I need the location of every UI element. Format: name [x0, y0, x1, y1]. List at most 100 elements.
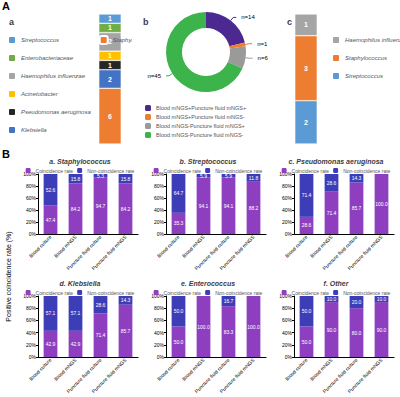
svg-text:0%: 0% [29, 231, 37, 237]
svg-text:Puncture fluid mNGS: Puncture fluid mNGS [218, 233, 256, 271]
svg-text:57.1: 57.1 [46, 310, 56, 316]
svg-text:10.0: 10.0 [327, 296, 337, 302]
svg-text:100.0: 100.0 [247, 324, 260, 330]
svg-text:15.8: 15.8 [121, 176, 131, 182]
svg-text:Blood culture: Blood culture [28, 234, 53, 259]
svg-text:15.8: 15.8 [71, 176, 81, 182]
svg-text:64.7: 64.7 [174, 190, 184, 196]
svg-text:Non-coincidence rate: Non-coincidence rate [87, 168, 134, 174]
svg-text:Coincidence rate: Coincidence rate [292, 168, 330, 174]
svg-text:Non-coincidence rate: Non-coincidence rate [215, 168, 262, 174]
svg-text:5.9: 5.9 [225, 173, 232, 179]
svg-text:Coincidence rate: Coincidence rate [292, 290, 330, 296]
svg-text:0%: 0% [157, 354, 165, 360]
svg-text:47.4: 47.4 [46, 217, 56, 223]
svg-text:Haemophilus influenzae: Haemophilus influenzae [21, 73, 86, 79]
svg-text:40%: 40% [154, 207, 165, 213]
svg-text:Coincidence rate: Coincidence rate [164, 290, 202, 296]
svg-text:Coincidence rate: Coincidence rate [164, 168, 202, 174]
svg-text:100.0: 100.0 [375, 201, 388, 207]
svg-text:Blood mNGS: Blood mNGS [53, 356, 78, 381]
svg-text:Blood mNGS: Blood mNGS [309, 233, 334, 258]
svg-text:40%: 40% [26, 207, 37, 213]
svg-text:20%: 20% [282, 342, 293, 348]
svg-text:10.0: 10.0 [377, 296, 387, 302]
svg-text:71.4: 71.4 [327, 210, 337, 216]
svg-text:c: c [287, 17, 292, 27]
svg-text:20%: 20% [26, 219, 37, 225]
svg-text:n=6: n=6 [258, 55, 269, 61]
svg-text:52.6: 52.6 [46, 187, 56, 193]
svg-text:b. Streptococcus: b. Streptococcus [180, 158, 237, 166]
svg-text:80.0: 80.0 [352, 330, 362, 336]
svg-text:11.8: 11.8 [249, 175, 259, 181]
svg-text:5.9: 5.9 [200, 173, 207, 179]
svg-text:Blood culture: Blood culture [156, 234, 181, 259]
svg-text:Blood mNGS+Puncture fluid mNGS: Blood mNGS+Puncture fluid mNGS+ [156, 105, 246, 111]
svg-text:f. Other: f. Other [324, 280, 350, 287]
svg-text:Staphylococcus: Staphylococcus [345, 55, 387, 61]
svg-text:20%: 20% [26, 342, 37, 348]
svg-text:71.4: 71.4 [302, 192, 312, 198]
svg-text:14.3: 14.3 [121, 297, 131, 303]
svg-text:42.9: 42.9 [46, 341, 56, 347]
svg-text:Streptococcus: Streptococcus [21, 37, 59, 43]
svg-text:1: 1 [108, 24, 112, 31]
svg-text:80%: 80% [26, 183, 37, 189]
svg-text:16.7: 16.7 [224, 298, 234, 304]
svg-text:60%: 60% [26, 195, 37, 201]
svg-text:1: 1 [108, 52, 112, 59]
svg-text:Klebsiella: Klebsiella [21, 127, 47, 133]
svg-text:40%: 40% [282, 330, 293, 336]
svg-text:20.0: 20.0 [352, 299, 362, 305]
svg-text:Enterobacteriaceae: Enterobacteriaceae [21, 55, 74, 61]
svg-text:0%: 0% [285, 231, 293, 237]
svg-text:50.0: 50.0 [302, 308, 312, 314]
svg-text:Non-coincidence rate: Non-coincidence rate [343, 168, 390, 174]
svg-text:2: 2 [304, 119, 308, 126]
svg-text:60%: 60% [154, 317, 165, 323]
svg-text:90.0: 90.0 [377, 327, 387, 333]
svg-text:Pseudomonas aeruginosa: Pseudomonas aeruginosa [21, 109, 91, 115]
svg-text:50.0: 50.0 [174, 339, 184, 345]
svg-text:Streptococcus: Streptococcus [345, 73, 383, 79]
svg-text:80%: 80% [282, 183, 293, 189]
svg-text:e. Enterococcus: e. Enterococcus [181, 280, 235, 287]
svg-text:35.3: 35.3 [174, 220, 184, 226]
svg-text:85.7: 85.7 [352, 205, 362, 211]
svg-text:Non-coincidence rate: Non-coincidence rate [87, 290, 134, 296]
svg-text:Blood culture: Blood culture [284, 234, 309, 259]
svg-text:20%: 20% [282, 219, 293, 225]
svg-text:Blood mNGS: Blood mNGS [181, 233, 206, 258]
svg-text:Blood mNGS: Blood mNGS [53, 233, 78, 258]
svg-text:Blood culture: Blood culture [28, 357, 53, 382]
svg-text:71.4: 71.4 [96, 332, 106, 338]
svg-text:b: b [143, 17, 149, 27]
svg-text:14.3: 14.3 [352, 175, 362, 181]
svg-text:83.3: 83.3 [224, 329, 234, 335]
svg-text:28.6: 28.6 [96, 302, 106, 308]
svg-text:Coincidence rate: Coincidence rate [36, 290, 74, 296]
svg-text:90.0: 90.0 [327, 327, 337, 333]
svg-text:Blood mNGS+Puncture fluid mNGS: Blood mNGS+Puncture fluid mNGS- [156, 114, 245, 120]
svg-text:40%: 40% [26, 330, 37, 336]
svg-text:100.0: 100.0 [197, 324, 210, 330]
svg-text:1: 1 [304, 21, 308, 28]
svg-text:60%: 60% [282, 195, 293, 201]
svg-text:Non-coincidence rate: Non-coincidence rate [343, 290, 390, 296]
svg-text:n=45: n=45 [147, 73, 161, 79]
svg-text:42.9: 42.9 [71, 341, 81, 347]
svg-text:1: 1 [108, 62, 112, 69]
svg-text:Blood mNGS-Puncture fluid mNGS: Blood mNGS-Puncture fluid mNGS- [156, 132, 244, 138]
svg-text:Acinetobacter: Acinetobacter [20, 91, 59, 97]
svg-text:0%: 0% [157, 231, 165, 237]
svg-text:6: 6 [108, 113, 112, 120]
svg-text:Puncture fluid mNGS: Puncture fluid mNGS [90, 356, 128, 394]
svg-text:d. Klebsiella: d. Klebsiella [60, 280, 101, 287]
svg-text:Blood mNGS-Puncture fluid mNGS: Blood mNGS-Puncture fluid mNGS+ [156, 123, 245, 129]
svg-text:40%: 40% [154, 330, 165, 336]
svg-text:50.0: 50.0 [302, 339, 312, 345]
svg-text:60%: 60% [282, 317, 293, 323]
svg-text:0%: 0% [285, 354, 293, 360]
svg-text:Non-coincidence rate: Non-coincidence rate [215, 290, 262, 296]
